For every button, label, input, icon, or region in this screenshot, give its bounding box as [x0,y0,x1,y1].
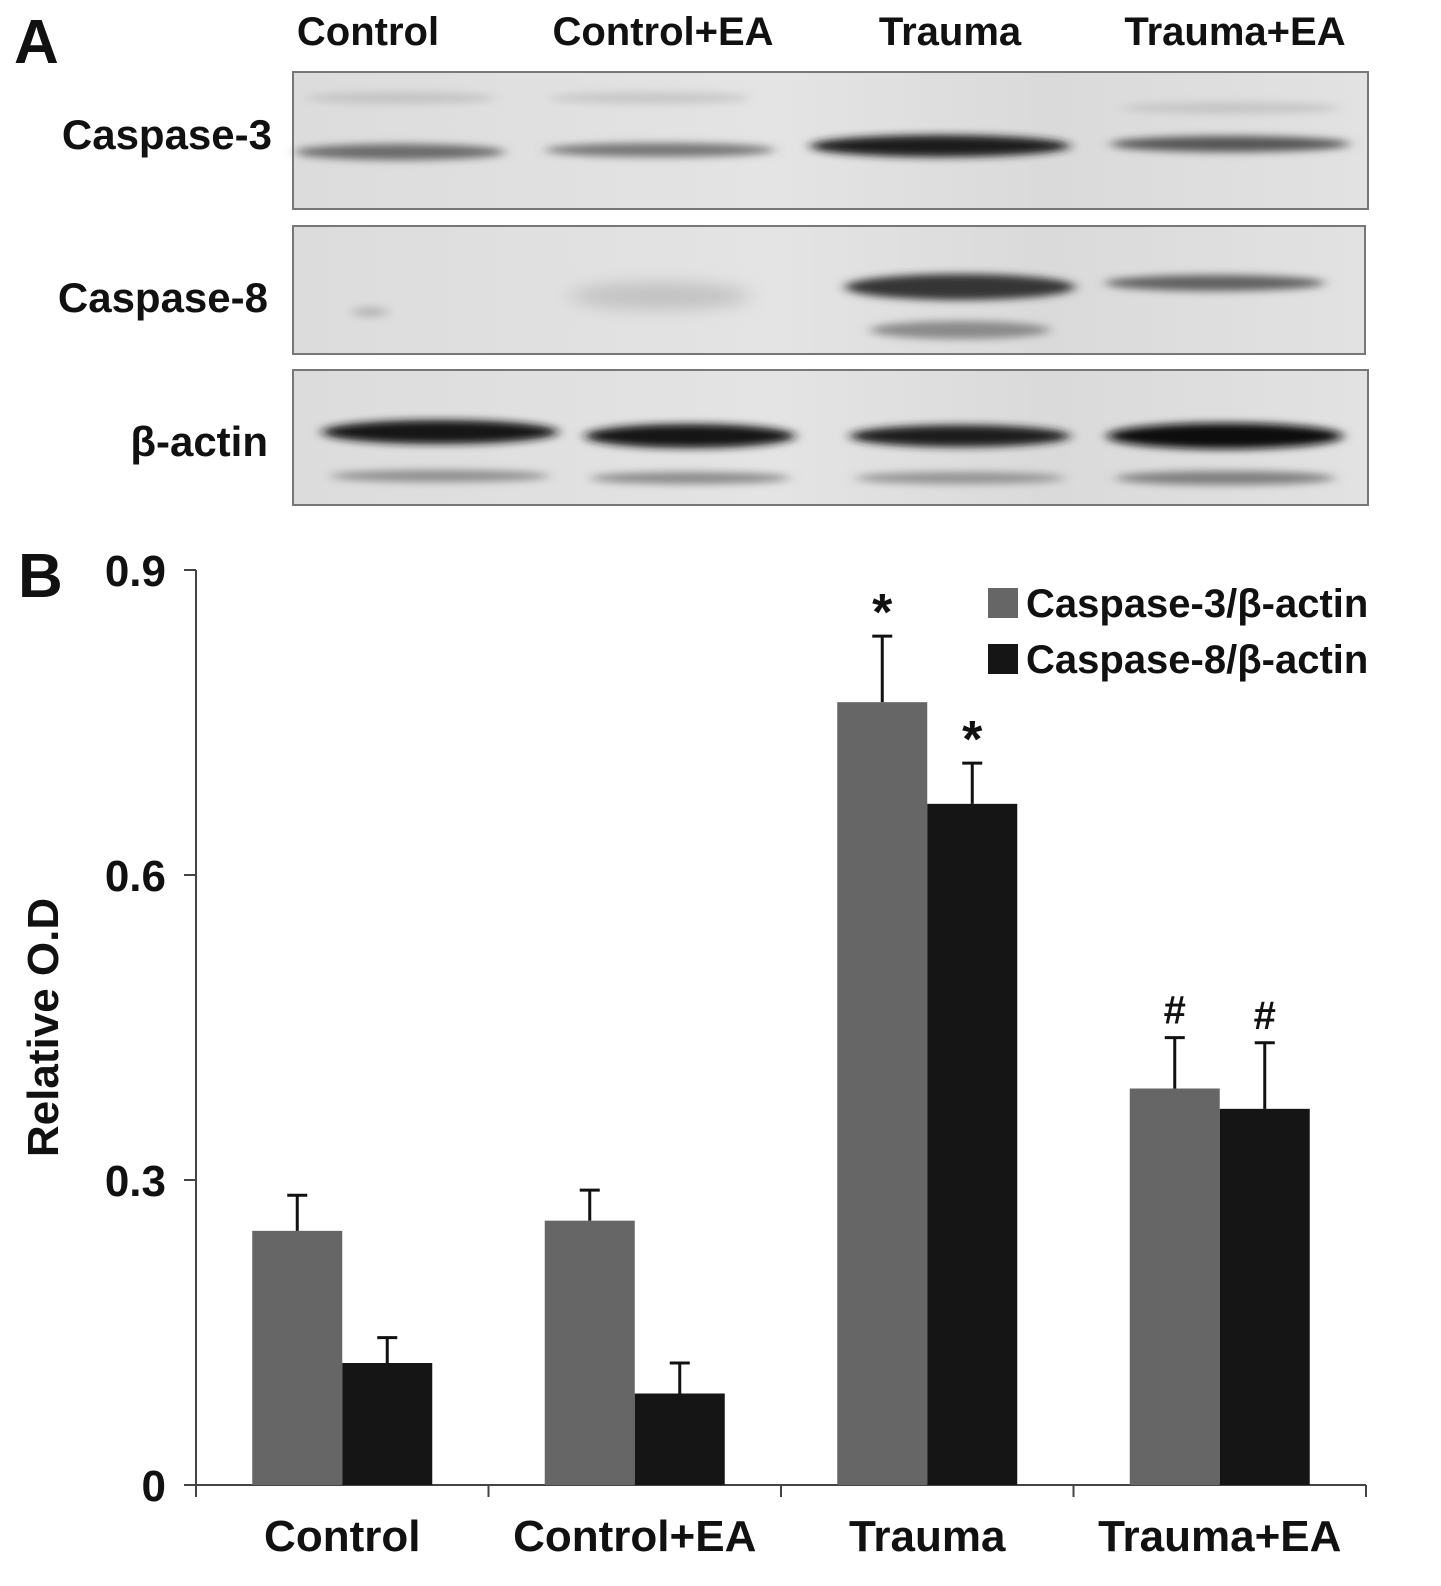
bar-caspase-3-actin-trauma [837,702,928,1485]
bar-caspase-8-actin-trauma [927,803,1018,1485]
significance-mark-caspase-3-actin-trauma-ea: # [1164,989,1186,1033]
bar-caspase-8-actin-trauma-ea [1219,1108,1310,1485]
western-blot-image [292,71,1369,506]
y-tick-label-1: 0.3 [105,1157,166,1206]
legend-swatch-caspase-8-actin [988,644,1018,674]
panel-b-letter: B [18,542,63,611]
legend-label-caspase-8-actin: Caspase-8/β-actin [1026,638,1368,682]
panel-a-letter: A [14,8,59,77]
blot-row-label-beta-actin: β-actin [130,418,268,465]
x-tick-label-trauma-ea: Trauma+EA [1098,1512,1341,1561]
y-axis-label: Relative O.D [19,898,68,1157]
blot-lane-label-trauma: Trauma [878,10,1022,54]
blot-row-label-caspase-8: Caspase-8 [57,274,268,321]
blot-strip-caspase-8 [292,225,1366,355]
y-tick-label-2: 0.6 [105,852,166,901]
x-tick-label-control-ea: Control+EA [513,1512,756,1561]
bar-caspase-8-actin-control-ea [634,1393,725,1485]
legend-label-caspase-3-actin: Caspase-3/β-actin [1026,582,1368,626]
blot-strip-beta-actin [292,369,1369,506]
blot-lane-label-control: Control [296,10,440,54]
bar-caspase-8-actin-control [342,1363,433,1485]
legend-swatch-caspase-3-actin [988,588,1018,618]
significance-mark-caspase-3-actin-trauma: * [872,584,893,642]
significance-mark-caspase-8-actin-trauma-ea: # [1254,994,1276,1038]
x-tick-label-control: Control [264,1512,420,1561]
y-tick-label-0: 0 [142,1462,166,1511]
blot-row-label-caspase-3: Caspase-3 [61,111,272,158]
blot-lane-label-trauma-ea: Trauma+EA [1124,10,1346,54]
bar-caspase-3-actin-control [252,1230,343,1485]
bar-caspase-3-actin-control-ea [544,1220,635,1485]
significance-mark-caspase-8-actin-trauma: * [962,711,983,769]
bar-chart: 0 0.3 0.6 0.9 Relative O.D Control Control+EA T… [19,547,1368,1561]
bar-caspase-3-actin-trauma-ea [1129,1088,1220,1485]
y-tick-label-3: 0.9 [105,547,166,596]
blot-lane-label-control-ea: Control+EA [552,10,774,54]
x-tick-label-trauma: Trauma [849,1512,1006,1561]
blot-strip-caspase-3 [292,71,1369,210]
